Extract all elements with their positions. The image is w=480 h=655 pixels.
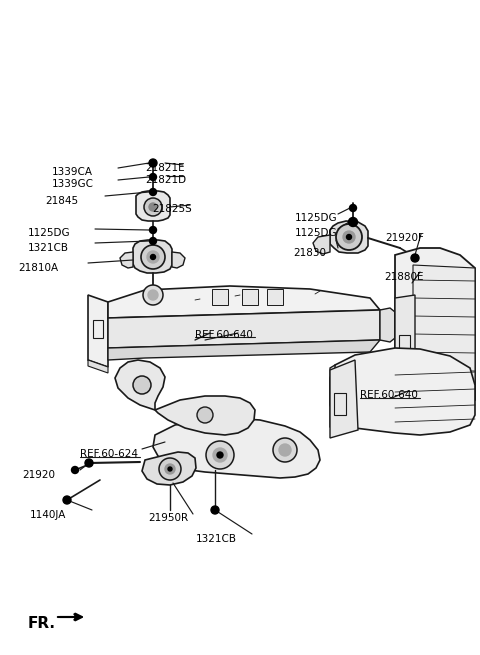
Circle shape — [279, 444, 291, 456]
Polygon shape — [330, 365, 335, 430]
Text: 21845: 21845 — [45, 196, 78, 206]
Circle shape — [347, 234, 351, 240]
Circle shape — [85, 459, 93, 467]
Circle shape — [149, 238, 156, 244]
Polygon shape — [330, 221, 368, 253]
Circle shape — [149, 159, 157, 167]
Polygon shape — [108, 286, 380, 318]
Polygon shape — [242, 289, 258, 305]
Text: 1125DG: 1125DG — [295, 228, 337, 238]
Text: 1140JA: 1140JA — [30, 510, 66, 520]
Bar — [331, 390, 334, 408]
Polygon shape — [153, 418, 320, 478]
Circle shape — [197, 407, 213, 423]
Polygon shape — [267, 289, 283, 305]
Circle shape — [213, 448, 227, 462]
Circle shape — [149, 189, 156, 195]
Circle shape — [151, 255, 156, 259]
Bar — [337, 388, 349, 410]
Polygon shape — [142, 452, 196, 485]
Text: REF.60-640: REF.60-640 — [195, 330, 253, 340]
Text: 1339GC: 1339GC — [52, 179, 94, 189]
Text: 21920: 21920 — [22, 470, 55, 480]
Polygon shape — [413, 265, 475, 400]
Circle shape — [273, 438, 297, 462]
Bar — [93, 320, 103, 338]
Polygon shape — [133, 240, 172, 273]
Circle shape — [143, 285, 163, 305]
Text: 21950R: 21950R — [148, 513, 188, 523]
Circle shape — [144, 198, 162, 216]
Circle shape — [149, 203, 157, 211]
Polygon shape — [172, 252, 185, 268]
Bar — [334, 393, 346, 415]
Polygon shape — [330, 360, 358, 438]
Circle shape — [148, 290, 158, 300]
Text: 1339CA: 1339CA — [52, 167, 93, 177]
Polygon shape — [108, 310, 380, 348]
Circle shape — [411, 254, 419, 262]
Text: REF.60-624: REF.60-624 — [80, 449, 138, 459]
Circle shape — [165, 464, 175, 474]
Text: 21920F: 21920F — [385, 233, 424, 243]
Text: REF.60-640: REF.60-640 — [360, 390, 418, 400]
Circle shape — [72, 466, 79, 474]
Text: 21830: 21830 — [293, 248, 326, 258]
Circle shape — [336, 224, 362, 250]
Polygon shape — [395, 295, 415, 405]
Text: 21821E: 21821E — [145, 163, 185, 173]
Bar — [399, 335, 410, 357]
Circle shape — [343, 231, 355, 243]
Text: 21880E: 21880E — [384, 272, 423, 282]
Circle shape — [206, 441, 234, 469]
Polygon shape — [212, 289, 228, 305]
Circle shape — [217, 452, 223, 458]
Circle shape — [149, 227, 156, 233]
Circle shape — [348, 217, 358, 227]
Circle shape — [133, 376, 151, 394]
Polygon shape — [155, 396, 255, 435]
Circle shape — [159, 458, 181, 480]
Text: 1125DG: 1125DG — [295, 213, 337, 223]
Text: FR.: FR. — [28, 616, 56, 631]
Polygon shape — [380, 308, 395, 342]
Circle shape — [211, 506, 219, 514]
Circle shape — [168, 467, 172, 471]
Text: 21821D: 21821D — [145, 175, 186, 185]
Circle shape — [147, 251, 159, 263]
Polygon shape — [330, 348, 475, 435]
Polygon shape — [88, 295, 108, 367]
Circle shape — [141, 245, 165, 269]
Text: 1125DG: 1125DG — [28, 228, 71, 238]
Polygon shape — [88, 360, 108, 373]
Polygon shape — [108, 340, 380, 360]
Text: 1321CB: 1321CB — [196, 534, 237, 544]
Polygon shape — [115, 360, 165, 410]
Circle shape — [349, 204, 357, 212]
Text: 21825S: 21825S — [152, 204, 192, 214]
Polygon shape — [120, 252, 133, 268]
Text: 1321CB: 1321CB — [28, 243, 69, 253]
Circle shape — [63, 496, 71, 504]
Polygon shape — [313, 235, 330, 254]
Text: 21810A: 21810A — [18, 263, 58, 273]
Circle shape — [149, 174, 156, 181]
Polygon shape — [136, 191, 170, 221]
Polygon shape — [395, 248, 475, 415]
Polygon shape — [399, 275, 420, 291]
